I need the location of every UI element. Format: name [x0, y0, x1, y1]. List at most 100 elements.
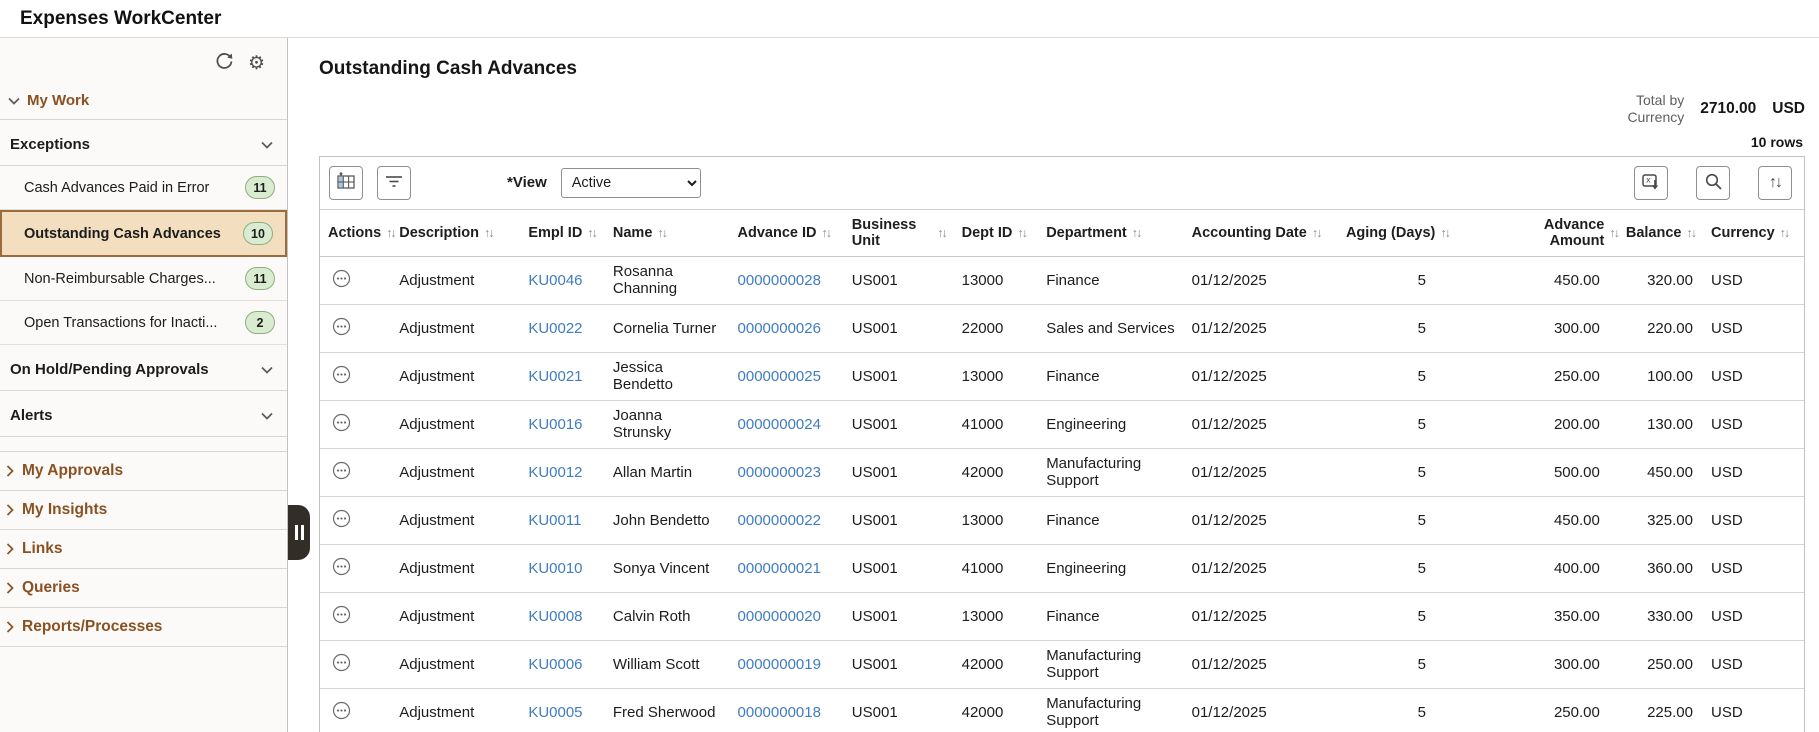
filter-button[interactable]: [377, 165, 411, 200]
sidebar-section-my-work[interactable]: My Work: [0, 84, 287, 120]
view-select[interactable]: Active: [560, 167, 701, 198]
sidebar-item[interactable]: Cash Advances Paid in Error 11: [0, 166, 287, 210]
sidebar-group-alerts[interactable]: Alerts: [0, 391, 287, 437]
empl-id-link[interactable]: KU0016: [528, 415, 583, 433]
advance-id-link[interactable]: 0000000024: [737, 415, 821, 433]
column-header-actions[interactable]: Actions ↑↓: [320, 210, 397, 257]
sort-icon[interactable]: ↑↓: [587, 225, 597, 240]
column-header-name[interactable]: Name ↑↓: [605, 210, 730, 257]
advance-id-link[interactable]: 0000000021: [737, 559, 821, 577]
column-header-dept_id[interactable]: Dept ID ↑↓: [954, 210, 1039, 257]
advance-id-link[interactable]: 0000000018: [737, 703, 821, 721]
column-header-business_unit[interactable]: Business Unit ↑↓: [844, 210, 954, 257]
sidebar-item-selected[interactable]: Outstanding Cash Advances 10: [0, 210, 287, 257]
column-header-empl_id[interactable]: Empl ID ↑↓: [520, 210, 605, 257]
sidebar-item[interactable]: Non-Reimbursable Charges... 11: [0, 257, 287, 301]
cell-balance: 250.00: [1647, 655, 1693, 673]
cell-advance-amount: 450.00: [1553, 271, 1600, 289]
sidebar-link[interactable]: Reports/Processes: [0, 608, 287, 647]
row-actions-button[interactable]: [328, 701, 351, 723]
cell-accounting-date: 01/12/2025: [1191, 463, 1267, 481]
refresh-button[interactable]: [215, 52, 234, 74]
cell-description: Adjustment: [399, 655, 475, 673]
sort-icon[interactable]: ↑↓: [1686, 225, 1696, 240]
sidebar-link[interactable]: My Insights: [0, 491, 287, 530]
empl-id-link[interactable]: KU0011: [528, 511, 582, 529]
row-actions-button[interactable]: [328, 269, 351, 291]
cell-balance: 225.00: [1647, 703, 1693, 721]
sort-icon[interactable]: ↑↓: [1779, 225, 1790, 240]
advance-id-link[interactable]: 0000000022: [737, 511, 821, 529]
empl-id-link[interactable]: KU0008: [528, 607, 583, 625]
row-actions-button[interactable]: [328, 605, 351, 627]
cash-advances-table: Actions ↑↓ Description ↑↓ Empl ID ↑↓ Name ↑↓ Adv…: [320, 210, 1804, 732]
sort-icon[interactable]: ↑↓: [1311, 225, 1322, 240]
empl-id-link[interactable]: KU0006: [528, 655, 583, 673]
sidebar-collapse-handle[interactable]: [288, 505, 310, 560]
cell-balance: 325.00: [1647, 511, 1693, 529]
empl-id-link[interactable]: KU0046: [528, 271, 583, 289]
sort-icon[interactable]: ↑↓: [1440, 225, 1450, 240]
sidebar-section-label: My Work: [27, 92, 90, 109]
advance-id-link[interactable]: 0000000025: [737, 367, 821, 385]
advance-id-link[interactable]: 0000000019: [737, 655, 821, 673]
empl-id-link[interactable]: KU0010: [528, 559, 583, 577]
total-label: Total by Currency: [1627, 92, 1685, 125]
column-header-advance_id[interactable]: Advance ID ↑↓: [730, 210, 844, 257]
sort-button[interactable]: ↑↓: [1758, 165, 1792, 200]
advance-id-link[interactable]: 0000000020: [737, 607, 821, 625]
sort-icon[interactable]: ↑↓: [937, 225, 947, 240]
row-actions-button[interactable]: [328, 653, 351, 675]
cell-name: William Scott: [612, 655, 700, 673]
cell-balance: 100.00: [1647, 367, 1693, 385]
column-header-description[interactable]: Description ↑↓: [391, 210, 520, 257]
table-row: Adjustment KU0022 Cornelia Turner 000000…: [320, 304, 1804, 353]
download-button[interactable]: x: [1634, 165, 1668, 200]
table-row: Adjustment KU0016 Joanna Strunsky 000000…: [320, 400, 1804, 449]
main-content: Outstanding Cash Advances Total by Curre…: [288, 38, 1819, 732]
count-badge: 11: [245, 267, 275, 290]
column-header-accounting_date[interactable]: Accounting Date ↑↓: [1184, 210, 1338, 257]
advance-id-link[interactable]: 0000000026: [737, 319, 821, 337]
sort-icon[interactable]: ↑↓: [657, 225, 667, 240]
column-header-aging_days[interactable]: Aging (Days) ↑↓: [1338, 210, 1506, 257]
column-header-department[interactable]: Department ↑↓: [1038, 210, 1183, 257]
row-actions-button[interactable]: [328, 461, 351, 483]
cell-aging-days: 5: [1417, 271, 1426, 289]
sort-icon[interactable]: ↑↓: [386, 225, 396, 240]
sort-icon[interactable]: ↑↓: [1609, 225, 1619, 240]
cell-name: John Bendetto: [612, 511, 710, 529]
advance-id-link[interactable]: 0000000028: [737, 271, 821, 289]
sidebar-group-exceptions[interactable]: Exceptions: [0, 120, 287, 166]
empl-id-link[interactable]: KU0022: [528, 319, 583, 337]
advance-id-link[interactable]: 0000000023: [737, 463, 821, 481]
row-actions-button[interactable]: [328, 413, 351, 435]
empl-id-link[interactable]: KU0021: [528, 367, 583, 385]
sidebar-link[interactable]: My Approvals: [0, 452, 287, 491]
chart-grid-button[interactable]: [329, 165, 363, 200]
cell-description: Adjustment: [399, 559, 475, 577]
row-actions-button[interactable]: [328, 317, 351, 339]
sort-icon[interactable]: ↑↓: [483, 225, 494, 240]
settings-button[interactable]: ⚙: [248, 52, 265, 74]
sidebar-link[interactable]: Queries: [0, 569, 287, 608]
search-button[interactable]: [1696, 165, 1730, 200]
row-actions-button[interactable]: [328, 557, 351, 579]
sidebar-group-on-hold[interactable]: On Hold/Pending Approvals: [0, 345, 287, 391]
row-actions-button[interactable]: [328, 509, 351, 531]
sort-icon[interactable]: ↑↓: [1017, 225, 1027, 240]
cell-advance-amount: 250.00: [1553, 367, 1600, 385]
sort-icon[interactable]: ↑↓: [1131, 225, 1142, 240]
empl-id-link[interactable]: KU0012: [528, 463, 583, 481]
ellipsis-icon: [332, 653, 351, 675]
sidebar-item[interactable]: Open Transactions for Inacti... 2: [0, 301, 287, 345]
column-header-balance[interactable]: Balance ↑↓: [1626, 210, 1703, 257]
empl-id-link[interactable]: KU0005: [528, 703, 583, 721]
row-actions-button[interactable]: [328, 365, 351, 387]
cell-accounting-date: 01/12/2025: [1191, 559, 1267, 577]
column-header-currency[interactable]: Currency ↑↓: [1703, 210, 1804, 257]
sort-icon[interactable]: ↑↓: [821, 225, 832, 240]
sidebar-link[interactable]: Links: [0, 530, 287, 569]
column-header-advance_amount[interactable]: Advance Amount ↑↓: [1506, 210, 1626, 257]
refresh-icon: [215, 52, 234, 74]
